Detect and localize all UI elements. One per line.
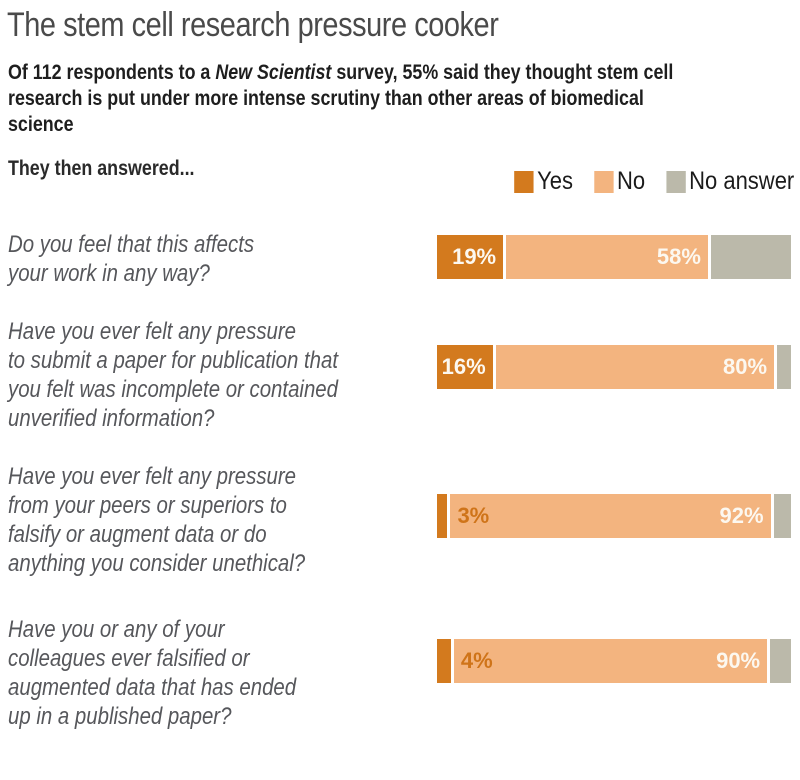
bar-label-no: 92% [719, 503, 764, 528]
legend-label-no: No [616, 167, 645, 195]
bar-row: 4% 90% [437, 639, 791, 683]
bar-segment-no-answer [710, 235, 792, 279]
intro-part2: survey, 55% said they thought stem cell … [8, 61, 674, 136]
bar-row: 3% 92% [437, 494, 791, 538]
bar-row: 16% 80% [437, 345, 792, 389]
legend-swatch-yes-icon [513, 170, 534, 193]
bar-label-yes: 16% [441, 354, 486, 379]
intro-text: Of 112 respondents to a New Scientist su… [8, 60, 681, 138]
intro-part1: Of 112 respondents to a [8, 61, 216, 84]
bar-row: 19% 58% [437, 235, 792, 279]
page-title: The stem cell research pressure cooker [7, 6, 499, 44]
question-label: Have you ever felt any pressure from your… [8, 463, 306, 577]
question-label: Have you or any of your colleagues ever f… [8, 616, 297, 730]
bar-segment-no: 4% 90% [453, 639, 768, 683]
legend-item-yes: Yes [513, 167, 573, 196]
answered-prompt: They then answered... [8, 157, 195, 180]
bar-label-yes: 4% [460, 648, 493, 673]
legend: Yes No No answer [513, 167, 794, 196]
legend-swatch-no-icon [593, 170, 614, 193]
bar-segment-no-answer [773, 494, 791, 538]
bar-segment-no: 3% 92% [450, 494, 771, 538]
question-label: Do you feel that this affects your work i… [8, 231, 255, 287]
legend-swatch-no-answer-icon [665, 170, 686, 193]
question-label: Have you ever felt any pressure to submit… [8, 318, 338, 432]
bar-label-yes: 19% [452, 244, 497, 269]
bar-segment-no: 80% [495, 345, 775, 389]
bar-label-no: 80% [723, 354, 768, 379]
legend-item-no: No [593, 167, 645, 196]
bar-label-yes: 3% [457, 503, 490, 528]
bar-segment-no: 58% [506, 235, 708, 279]
bar-segment-yes [437, 639, 451, 683]
bar-segment-yes: 16% [437, 345, 493, 389]
bar-label-no: 90% [716, 648, 761, 673]
bar-segment-yes [437, 494, 448, 538]
bar-label-no: 58% [656, 244, 701, 269]
intro-publication-name: New Scientist [215, 61, 332, 84]
bar-segment-yes: 19% [437, 235, 504, 279]
legend-label-yes: Yes [536, 167, 573, 195]
bar-segment-no-answer [770, 639, 791, 683]
bar-segment-no-answer [777, 345, 792, 389]
legend-label-no-answer: No answer [688, 167, 794, 195]
legend-item-no-answer: No answer [665, 167, 794, 196]
